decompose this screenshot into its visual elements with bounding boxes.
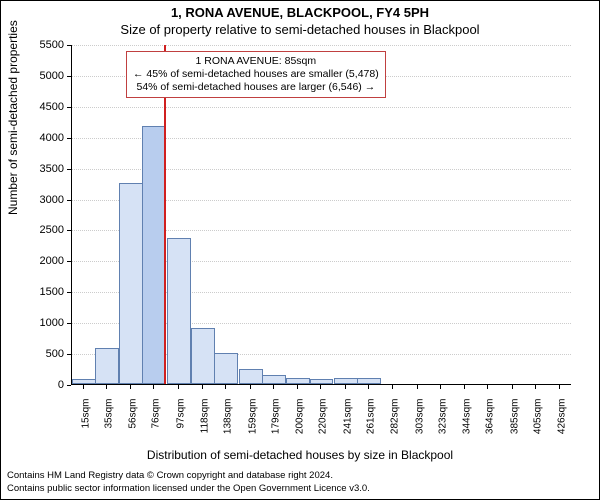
- y-tick-mark: [67, 385, 71, 386]
- histogram-bar: [119, 183, 143, 384]
- footer-line1: Contains HM Land Registry data © Crown c…: [7, 470, 370, 482]
- y-tick-label: 5000: [24, 70, 64, 82]
- x-tick-mark: [512, 385, 513, 389]
- x-tick-mark: [368, 385, 369, 389]
- annotation-line2: ← 45% of semi-detached houses are smalle…: [133, 68, 379, 81]
- x-tick-label: 97sqm: [175, 399, 186, 449]
- y-tick-mark: [67, 169, 71, 170]
- x-tick-label: 200sqm: [295, 399, 306, 449]
- annotation-box: 1 RONA AVENUE: 85sqm← 45% of semi-detach…: [126, 51, 386, 98]
- x-tick-label: 405sqm: [533, 399, 544, 449]
- histogram-bar: [214, 353, 238, 384]
- footer-attribution: Contains HM Land Registry data © Crown c…: [7, 470, 370, 495]
- x-tick-mark: [297, 385, 298, 389]
- chart-title-desc: Size of property relative to semi-detach…: [1, 22, 599, 37]
- histogram-bar: [191, 328, 215, 384]
- x-tick-label: 344sqm: [462, 399, 473, 449]
- x-tick-label: 323sqm: [437, 399, 448, 449]
- gridline: [72, 107, 571, 108]
- x-tick-mark: [345, 385, 346, 389]
- x-tick-mark: [440, 385, 441, 389]
- x-tick-label: 159sqm: [247, 399, 258, 449]
- x-tick-mark: [392, 385, 393, 389]
- y-tick-label: 4000: [24, 132, 64, 144]
- x-tick-mark: [320, 385, 321, 389]
- x-tick-label: 282sqm: [390, 399, 401, 449]
- histogram-bar: [262, 375, 286, 384]
- y-tick-label: 2500: [24, 224, 64, 236]
- histogram-bar: [142, 126, 166, 384]
- y-axis-label: Number of semi-detached properties: [6, 20, 20, 215]
- x-tick-label: 15sqm: [80, 399, 91, 449]
- y-tick-label: 4500: [24, 101, 64, 113]
- y-tick-label: 1500: [24, 286, 64, 298]
- x-tick-label: 426sqm: [557, 399, 568, 449]
- histogram-bar: [310, 379, 334, 384]
- x-tick-label: 364sqm: [485, 399, 496, 449]
- y-tick-mark: [67, 138, 71, 139]
- x-tick-mark: [130, 385, 131, 389]
- histogram-bar: [334, 378, 358, 384]
- x-tick-label: 241sqm: [342, 399, 353, 449]
- y-tick-mark: [67, 107, 71, 108]
- x-tick-label: 385sqm: [509, 399, 520, 449]
- y-tick-mark: [67, 230, 71, 231]
- histogram-bar: [357, 378, 381, 384]
- y-tick-label: 5500: [24, 39, 64, 51]
- y-tick-mark: [67, 292, 71, 293]
- gridline: [72, 45, 571, 46]
- y-tick-mark: [67, 261, 71, 262]
- y-tick-label: 2000: [24, 255, 64, 267]
- y-tick-mark: [67, 200, 71, 201]
- x-tick-label: 138sqm: [223, 399, 234, 449]
- x-tick-mark: [106, 385, 107, 389]
- x-tick-mark: [273, 385, 274, 389]
- histogram-bar: [239, 369, 263, 384]
- x-tick-mark: [178, 385, 179, 389]
- x-tick-mark: [202, 385, 203, 389]
- y-tick-mark: [67, 76, 71, 77]
- x-tick-label: 76sqm: [151, 399, 162, 449]
- x-tick-label: 220sqm: [318, 399, 329, 449]
- x-tick-mark: [464, 385, 465, 389]
- x-tick-mark: [83, 385, 84, 389]
- x-tick-label: 56sqm: [128, 399, 139, 449]
- annotation-line1: 1 RONA AVENUE: 85sqm: [133, 55, 379, 68]
- x-tick-label: 179sqm: [270, 399, 281, 449]
- x-tick-label: 35sqm: [103, 399, 114, 449]
- x-tick-mark: [153, 385, 154, 389]
- x-tick-mark: [559, 385, 560, 389]
- chart-title-address: 1, RONA AVENUE, BLACKPOOL, FY4 5PH: [1, 5, 599, 20]
- y-tick-label: 500: [24, 348, 64, 360]
- histogram-bar: [72, 379, 96, 384]
- y-tick-mark: [67, 323, 71, 324]
- x-tick-mark: [417, 385, 418, 389]
- histogram-bar: [167, 238, 191, 384]
- y-tick-mark: [67, 354, 71, 355]
- x-tick-label: 303sqm: [414, 399, 425, 449]
- footer-line2: Contains public sector information licen…: [7, 483, 370, 495]
- x-tick-mark: [250, 385, 251, 389]
- y-tick-label: 0: [24, 379, 64, 391]
- y-tick-label: 3500: [24, 163, 64, 175]
- histogram-bar: [95, 348, 119, 384]
- x-tick-mark: [535, 385, 536, 389]
- y-tick-label: 1000: [24, 317, 64, 329]
- y-tick-mark: [67, 45, 71, 46]
- x-tick-label: 118sqm: [200, 399, 211, 449]
- x-tick-label: 261sqm: [365, 399, 376, 449]
- annotation-line3: 54% of semi-detached houses are larger (…: [133, 81, 379, 94]
- x-axis-label: Distribution of semi-detached houses by …: [1, 448, 599, 462]
- x-tick-mark: [487, 385, 488, 389]
- x-tick-mark: [225, 385, 226, 389]
- histogram-bar: [286, 378, 310, 384]
- y-tick-label: 3000: [24, 194, 64, 206]
